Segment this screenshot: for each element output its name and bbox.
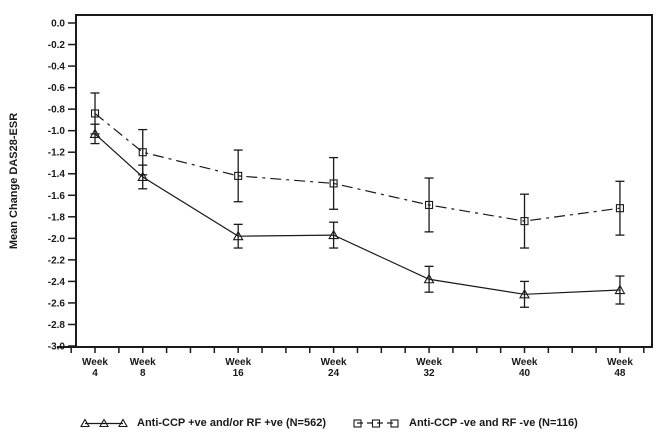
- marker-triangle: [232, 230, 244, 241]
- x-axis-week-label: Week: [416, 357, 442, 368]
- y-tick-label: -2.8: [48, 320, 66, 331]
- x-axis-week-label: Week: [321, 357, 347, 368]
- marker-triangle: [328, 229, 340, 240]
- marker-triangle: [614, 284, 626, 295]
- marker-triangle: [423, 273, 435, 284]
- y-axis-title: Mean Change DAS28-ESR: [8, 113, 20, 249]
- legend-item-ccp-positive: Anti-CCP +ve and/or RF +ve (N=562): [80, 417, 326, 429]
- y-tick-label: -1.8: [48, 212, 66, 223]
- square-dashed-line-icon: [353, 419, 399, 428]
- series-line-0: [94, 133, 620, 295]
- x-axis-week-number: 4: [92, 368, 98, 379]
- x-axis-week-label: Week: [512, 357, 538, 368]
- x-axis-week-label: Week: [82, 357, 108, 368]
- y-tick-label: -1.2: [48, 148, 66, 159]
- x-axis-week-number: 32: [423, 368, 435, 379]
- y-tick-label: -1.0: [48, 126, 66, 137]
- x-axis-week-number: 24: [328, 368, 340, 379]
- y-tick-label: -0.8: [48, 105, 66, 116]
- legend-label-ccp-negative: Anti-CCP -ve and RF -ve (N=116): [409, 417, 578, 429]
- plot-svg: 0.0 -0.2 -0.4 -0.6 -0.8 -1.0 -1.2 -1.4 -1.6 -1.8 -…: [8, 14, 653, 379]
- marker-square: [425, 200, 434, 210]
- x-axis-week-label: Week: [130, 357, 156, 368]
- x-axis-week-number: 16: [233, 368, 245, 379]
- y-tick-label: 0.0: [51, 19, 65, 30]
- y-tick-label: -1.6: [48, 191, 66, 202]
- marker-square: [234, 171, 243, 180]
- y-tick-label: -0.4: [48, 62, 66, 73]
- x-axis-week-number: 8: [140, 368, 146, 379]
- triangle-solid-line-icon: [80, 418, 128, 428]
- marker-triangle: [519, 288, 530, 299]
- marker-square: [520, 217, 529, 226]
- marker-triangle: [137, 171, 149, 182]
- x-axis-week-number: 40: [519, 368, 531, 379]
- plot-frame: [75, 14, 653, 348]
- y-tick-label: -2.0: [48, 234, 66, 245]
- legend-label-ccp-positive: Anti-CCP +ve and/or RF +ve (N=562): [137, 417, 326, 429]
- series-line-1: [94, 112, 621, 222]
- marker-square: [329, 179, 338, 188]
- y-tick-label: -3.0: [48, 342, 66, 353]
- x-axis-week-number: 48: [614, 368, 626, 379]
- marker-square: [90, 109, 100, 118]
- y-tick-label: -0.6: [48, 83, 66, 94]
- legend-item-ccp-negative: Anti-CCP -ve and RF -ve (N=116): [352, 417, 578, 429]
- y-tick-label: -1.4: [48, 169, 66, 180]
- x-axis-week-label: Week: [225, 357, 251, 368]
- y-tick-label: -2.4: [48, 277, 66, 288]
- y-tick-label: -0.2: [48, 40, 66, 51]
- legend: Anti-CCP +ve and/or RF +ve (N=562) Anti-…: [0, 417, 664, 437]
- x-axis-week-label: Week: [607, 357, 633, 368]
- marker-square: [138, 148, 147, 157]
- marker-square: [615, 204, 624, 213]
- y-tick-label: -2.6: [48, 298, 66, 309]
- y-tick-label: -2.2: [48, 255, 66, 266]
